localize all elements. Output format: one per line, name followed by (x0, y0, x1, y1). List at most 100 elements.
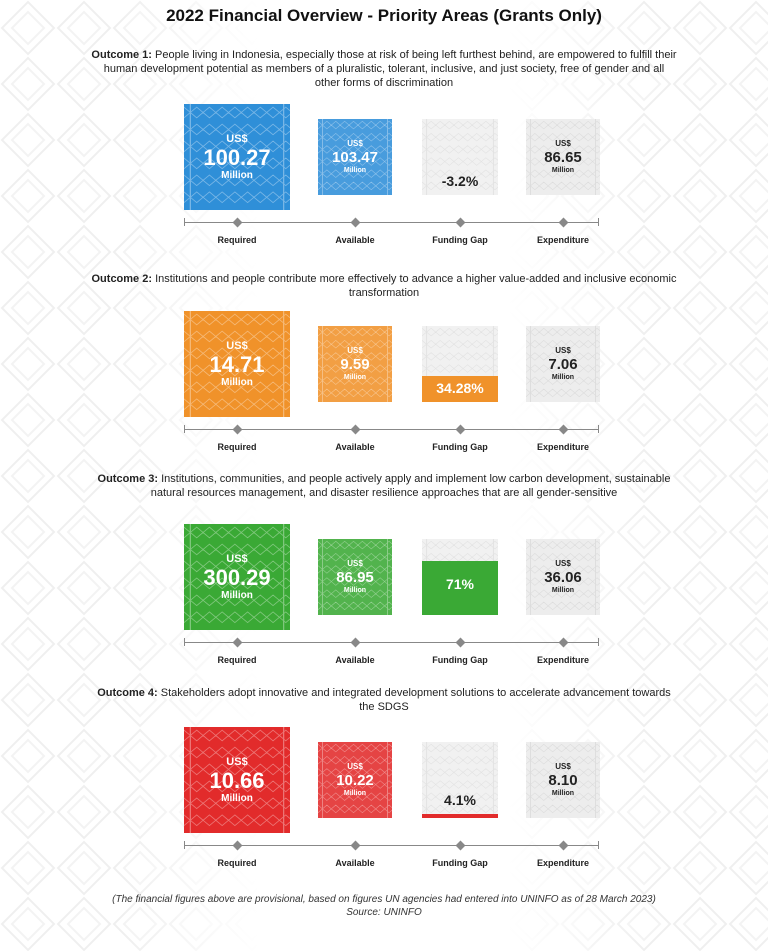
outcome-label: Outcome 2: (91, 273, 156, 285)
category-label: Available (335, 442, 375, 452)
required-box: US$ 100.27 Million (184, 104, 290, 210)
weave-pattern (422, 742, 498, 818)
axis-end-tick (184, 218, 185, 226)
currency-label: US$ (226, 132, 248, 145)
currency-label: US$ (226, 339, 248, 352)
outcome-label: Outcome 1: (91, 49, 155, 61)
funding-gap-value: -3.2% (441, 173, 479, 189)
footer-note: (The financial figures above are provisi… (112, 894, 656, 905)
unit-label: Million (343, 167, 367, 174)
unit-label: Million (551, 790, 575, 797)
expenditure-box-text: US$ 8.10 Million (548, 763, 578, 798)
currency-label: US$ (226, 552, 248, 565)
outcome-text: People living in Indonesia, especially t… (103, 49, 677, 89)
expenditure-box: US$ 36.06 Million (526, 539, 600, 615)
weave-pattern (318, 326, 392, 402)
axis-end-tick (184, 425, 185, 433)
required-box: US$ 10.66 Million (184, 727, 290, 833)
axis-end-tick (598, 638, 599, 646)
category-label: Expenditure (536, 655, 589, 665)
category-label: Funding Gap (432, 442, 488, 452)
weave-pattern (526, 742, 600, 818)
unit-label: Million (343, 374, 367, 381)
unit-label: Million (221, 792, 253, 804)
footer: (The financial figures above are provisi… (0, 893, 768, 919)
weave-pattern (526, 326, 600, 402)
category-label: Funding Gap (432, 235, 488, 245)
expenditure-box-text: US$ 36.06 Million (544, 559, 582, 595)
expenditure-box: US$ 86.65 Million (526, 119, 600, 195)
category-axis (184, 429, 599, 430)
footer-source: Source: UNINFO (346, 907, 422, 918)
outcome-heading: Outcome 2: Institutions and people contr… (90, 272, 678, 300)
funding-gap-value: 4.1% (444, 792, 476, 808)
required-box: US$ 300.29 Million (184, 524, 290, 630)
value-label: 8.10 (548, 772, 578, 789)
category-label: Expenditure (536, 858, 589, 868)
category-label: Available (335, 235, 375, 245)
category-label: Required (217, 655, 257, 665)
value-label: 14.71 (209, 351, 265, 377)
funding-gap-background (422, 119, 498, 195)
outcome-heading: Outcome 1: People living in Indonesia, e… (90, 48, 678, 90)
funding-gap-box: 71% (422, 539, 498, 615)
funding-gap-fill (422, 814, 498, 818)
weave-pattern (526, 119, 600, 195)
category-label: Funding Gap (432, 858, 488, 868)
weave-pattern (184, 311, 290, 417)
category-axis (184, 642, 599, 643)
category-label: Expenditure (536, 442, 589, 452)
currency-label: US$ (347, 559, 363, 568)
expenditure-box: US$ 7.06 Million (526, 326, 600, 402)
value-label: 86.95 (336, 569, 374, 586)
available-box-text: US$ 86.95 Million (336, 559, 374, 595)
unit-label: Million (221, 589, 253, 601)
axis-end-tick (598, 425, 599, 433)
value-label: 300.29 (203, 564, 271, 590)
category-label: Required (217, 858, 257, 868)
category-label: Funding Gap (432, 655, 488, 665)
value-label: 7.06 (548, 356, 578, 373)
currency-label: US$ (347, 139, 363, 148)
funding-gap-value: 34.28% (436, 380, 484, 396)
currency-label: US$ (347, 762, 363, 771)
axis-end-tick (598, 841, 599, 849)
outcome-label: Outcome 4: (97, 687, 161, 699)
funding-gap-fill (422, 376, 498, 402)
value-label: 10.22 (336, 772, 374, 789)
currency-label: US$ (226, 755, 248, 768)
expenditure-box-text: US$ 7.06 Million (548, 347, 578, 382)
axis-end-tick (184, 638, 185, 646)
available-box-text: US$ 9.59 Million (340, 347, 370, 382)
category-axis (184, 845, 599, 846)
category-label: Available (335, 655, 375, 665)
value-label: 10.66 (209, 767, 265, 793)
category-label: Required (217, 235, 257, 245)
value-label: 86.65 (544, 149, 582, 166)
funding-gap-background (422, 742, 498, 818)
value-label: 103.47 (332, 149, 378, 166)
category-label: Expenditure (536, 235, 589, 245)
available-box: US$ 86.95 Million (318, 539, 392, 615)
currency-label: US$ (555, 559, 571, 568)
outcome-text: Institutions, communities, and people ac… (150, 473, 671, 499)
unit-label: Million (221, 376, 253, 388)
required-box-text: US$ 10.66 Million (209, 755, 265, 804)
required-box-text: US$ 300.29 Million (203, 552, 271, 601)
unit-label: Million (221, 169, 253, 181)
unit-label: Million (551, 374, 575, 381)
page-title: 2022 Financial Overview - Priority Areas… (166, 6, 602, 25)
weave-pattern (422, 119, 498, 195)
unit-label: Million (551, 167, 575, 174)
category-label: Required (217, 442, 257, 452)
required-box-text: US$ 100.27 Million (203, 132, 270, 181)
value-label: 9.59 (340, 356, 370, 373)
outcome-heading: Outcome 3: Institutions, communities, an… (90, 472, 678, 500)
funding-gap-fill (422, 561, 498, 615)
category-label: Available (335, 858, 375, 868)
weave-pattern (184, 524, 290, 630)
funding-gap-box: 4.1% (422, 742, 498, 818)
available-box: US$ 10.22 Million (318, 742, 392, 818)
expenditure-box: US$ 8.10 Million (526, 742, 600, 818)
outcome-label: Outcome 3: (97, 473, 162, 485)
